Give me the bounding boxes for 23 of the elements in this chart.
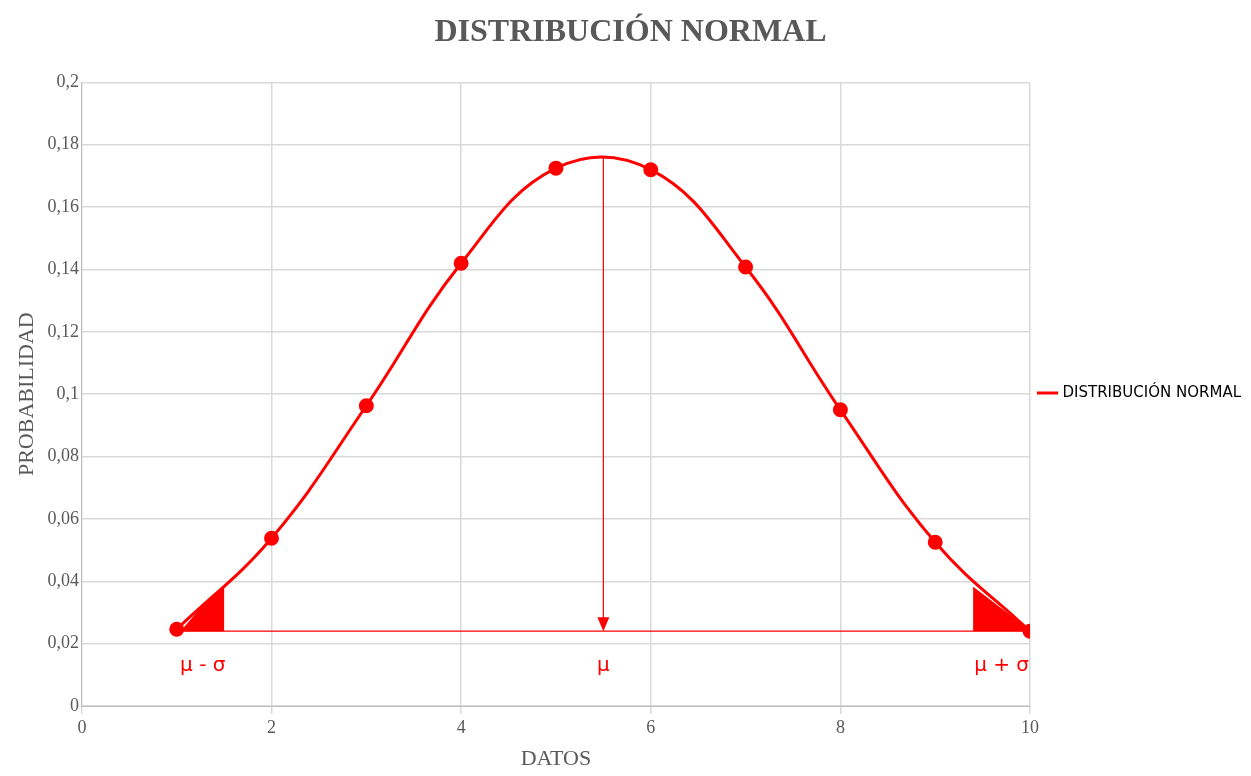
y-tick-label: 0,04 [47, 570, 79, 591]
x-tick-label: 6 [646, 716, 656, 737]
x-tick-label: 8 [835, 716, 845, 737]
y-tick-label: 0,18 [47, 133, 79, 154]
y-tick-label: 0,1 [56, 382, 79, 403]
chart-title: DISTRIBUCIÓN NORMAL [434, 12, 827, 49]
x-axis-title: DATOS [520, 744, 592, 770]
y-tick-label: 0,2 [56, 71, 79, 92]
x-tick-label: 10 [1021, 716, 1040, 737]
annotation: μ - σ [180, 652, 226, 677]
legend-label: DISTRIBUCIÓN NORMAL [1062, 381, 1242, 401]
y-tick-label: 0 [69, 694, 79, 715]
y-tick-label: 0,14 [47, 258, 79, 279]
annotation: μ + σ [974, 652, 1030, 677]
y-axis-title: PROBABILIDAD [12, 312, 38, 477]
y-tick-label: 0,16 [47, 195, 79, 216]
x-tick-label: 2 [267, 716, 277, 737]
y-tick-label: 0,02 [47, 632, 79, 653]
y-tick-label: 0,06 [47, 507, 79, 528]
y-tick-label: 0,12 [47, 320, 79, 341]
y-tick-label: 0,08 [47, 445, 79, 466]
annotation: μ [597, 652, 610, 677]
x-tick-label: 4 [456, 716, 466, 737]
